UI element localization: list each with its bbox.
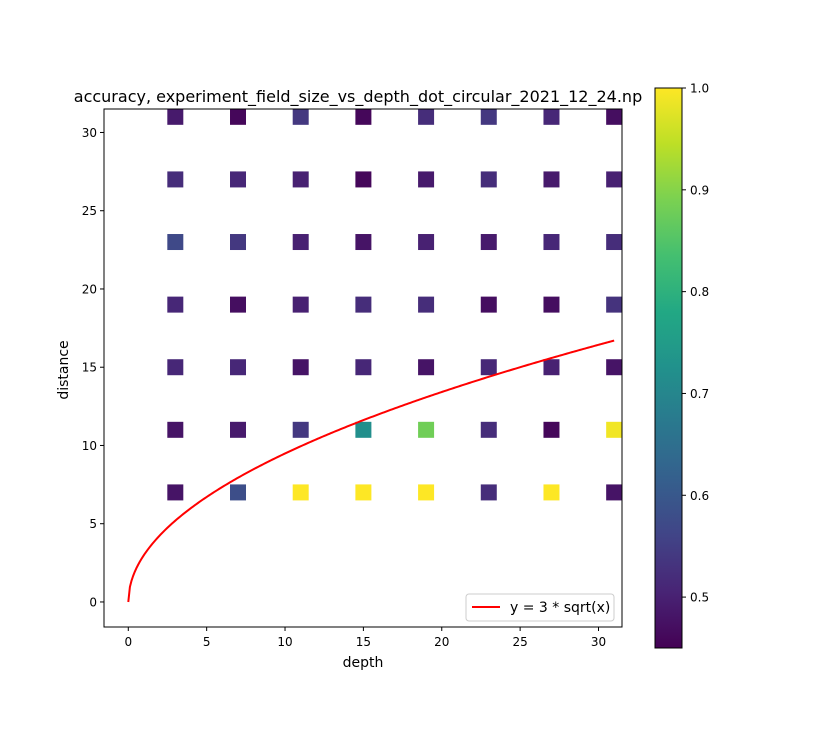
x-axis-label: depth (343, 655, 384, 671)
x-tick-label: 20 (434, 635, 449, 649)
y-tick-label: 25 (82, 204, 97, 218)
colorbar: 0.5 0.6 0.7 0.8 0.9 1.0 (654, 82, 709, 649)
heatmap-cell (418, 171, 435, 188)
heatmap-cell (292, 296, 309, 313)
x-tick-label: 0 (124, 635, 132, 649)
heatmap-cell (292, 484, 309, 501)
heatmap-cell (292, 359, 309, 376)
y-tick-label: 20 (82, 282, 97, 296)
heatmap-cell (480, 421, 497, 438)
x-tick-label: 5 (203, 635, 211, 649)
heatmap-cell (480, 359, 497, 376)
chart-title: accuracy, experiment_field_size_vs_depth… (74, 87, 642, 107)
heatmap-cell (230, 296, 247, 313)
legend-box (465, 593, 615, 622)
y-axis-label: distance (56, 340, 72, 399)
heatmap-cell (355, 296, 372, 313)
y-tick-label: 10 (82, 439, 97, 453)
heatmap-cell (480, 109, 497, 125)
heatmap-cell (543, 171, 560, 188)
heatmap-cell (606, 171, 622, 188)
heatmap-cell (167, 109, 184, 125)
heatmap-cell (355, 484, 372, 501)
heatmap-cell (355, 109, 372, 125)
heatmap-cell (167, 421, 184, 438)
heatmap-cell (167, 171, 184, 188)
colorbar-tick-label: 0.8 (690, 285, 709, 299)
heatmap-cell (167, 359, 184, 376)
heatmap-cell (230, 171, 247, 188)
heatmap-cell (355, 359, 372, 376)
heatmap-cell (543, 484, 560, 501)
heatmap-cell (292, 421, 309, 438)
curve-line (127, 339, 615, 603)
heatmap-cell (418, 296, 435, 313)
x-tick-label: 30 (591, 635, 606, 649)
heatmap-cell (167, 234, 184, 251)
colorbar-tick-label: 0.5 (690, 591, 709, 605)
colorbar-frame (654, 87, 683, 649)
heatmap-cell (167, 296, 184, 313)
heatmap-cell (418, 359, 435, 376)
heatmap-cell (418, 421, 435, 438)
colorbar-tick-label: 0.6 (690, 489, 709, 503)
x-tick-label: 25 (512, 635, 527, 649)
heatmap-cell (543, 109, 560, 125)
x-tick-label: 15 (356, 635, 371, 649)
heatmap-cell (606, 234, 622, 251)
heatmap-cell (292, 171, 309, 188)
heatmap-cell (606, 109, 622, 125)
heatmap-cell (606, 359, 622, 376)
y-tick-label: 15 (82, 361, 97, 375)
y-tick-label: 30 (82, 126, 97, 140)
colorbar-tick-label: 1.0 (690, 82, 709, 96)
heatmap-cells (167, 109, 622, 501)
heatmap-cell (418, 109, 435, 125)
colorbar-gradient (655, 88, 682, 648)
heatmap-cell (230, 359, 247, 376)
heatmap-cell (292, 234, 309, 251)
x-tick-label: 10 (277, 635, 292, 649)
y-tick-label: 0 (89, 595, 97, 609)
colorbar-tick-label: 0.7 (690, 387, 709, 401)
plot-area: 0 5 10 15 20 25 30 0 5 10 15 20 25 30 (82, 108, 623, 649)
heatmap-cell (606, 296, 622, 313)
heatmap-cell (480, 296, 497, 313)
heatmap-cell (543, 296, 560, 313)
heatmap-cell (480, 484, 497, 501)
legend-label: y = 3 * sqrt(x) (510, 600, 610, 616)
y-tick-label: 5 (89, 517, 97, 531)
colorbar-tick-label: 0.9 (690, 183, 709, 197)
heatmap-cell (543, 421, 560, 438)
heatmap-cell (230, 421, 247, 438)
heatmap-cell (418, 484, 435, 501)
heatmap-cell (480, 234, 497, 251)
heatmap-cell (230, 484, 247, 501)
heatmap-cell (543, 234, 560, 251)
heatmap-cell (543, 359, 560, 376)
heatmap-cell (606, 484, 622, 501)
heatmap-cell (355, 234, 372, 251)
heatmap-cell (606, 421, 622, 438)
heatmap-cell (355, 421, 372, 438)
heatmap-cell (230, 109, 247, 125)
heatmap-cell (355, 171, 372, 188)
legend: y = 3 * sqrt(x) (465, 593, 615, 622)
heatmap-cell (480, 171, 497, 188)
heatmap-cell (167, 484, 184, 501)
heatmap-cell (418, 234, 435, 251)
heatmap-cell (292, 109, 309, 125)
heatmap-cell (230, 234, 247, 251)
